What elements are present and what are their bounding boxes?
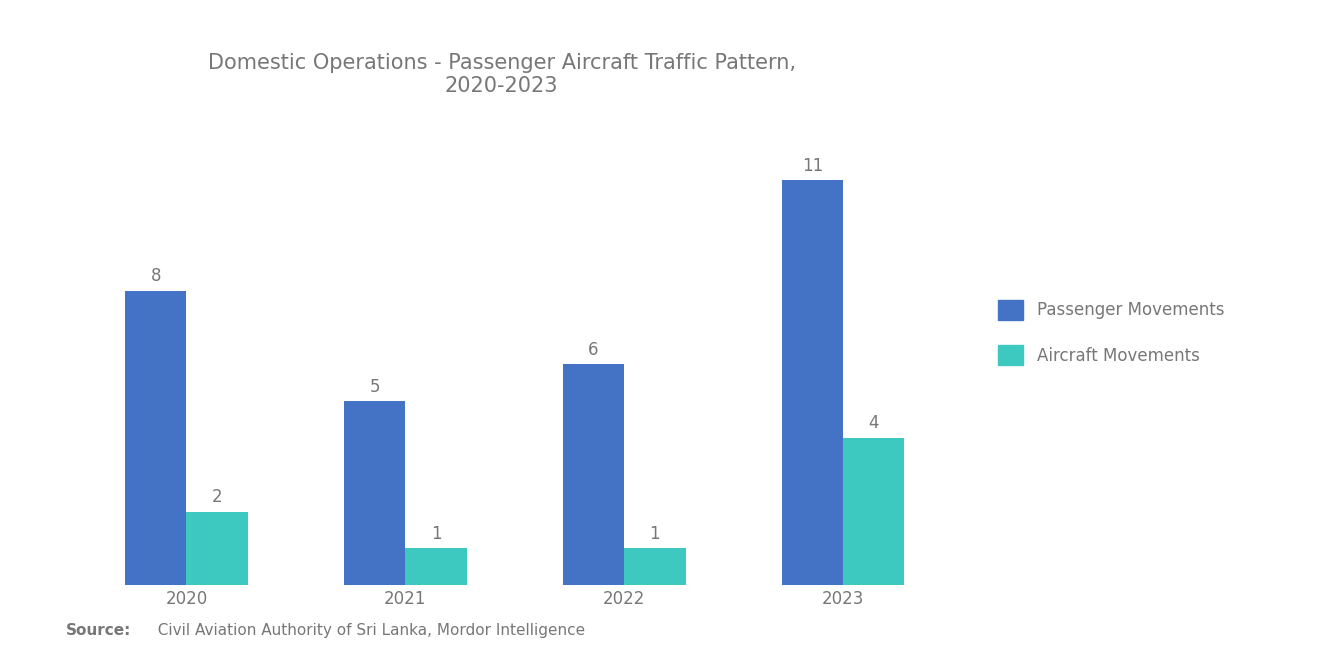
Text: Domestic Operations - Passenger Aircraft Traffic Pattern,
2020-2023: Domestic Operations - Passenger Aircraft… (207, 53, 796, 96)
Text: 6: 6 (589, 340, 599, 358)
Bar (624, 549, 685, 585)
Text: 1: 1 (649, 525, 660, 543)
Bar (405, 549, 467, 585)
Text: 2: 2 (211, 488, 222, 506)
Bar (843, 438, 904, 585)
Text: Civil Aviation Authority of Sri Lanka, Mordor Intelligence: Civil Aviation Authority of Sri Lanka, M… (148, 623, 585, 638)
Legend: Passenger Movements, Aircraft Movements: Passenger Movements, Aircraft Movements (998, 300, 1224, 365)
Bar (781, 180, 843, 585)
Bar (186, 511, 248, 585)
Bar (125, 291, 186, 585)
Text: Source:  Civil Aviation Authority of Sri Lanka, Mordor Intelligence: Source: Civil Aviation Authority of Sri … (66, 623, 561, 638)
Bar (345, 401, 405, 585)
Text: Source:: Source: (66, 623, 132, 638)
Bar (562, 364, 624, 585)
Text: 1: 1 (430, 525, 441, 543)
Text: 4: 4 (869, 414, 879, 432)
Text: 8: 8 (150, 267, 161, 285)
Text: 11: 11 (803, 156, 824, 174)
Text: 5: 5 (370, 378, 380, 396)
